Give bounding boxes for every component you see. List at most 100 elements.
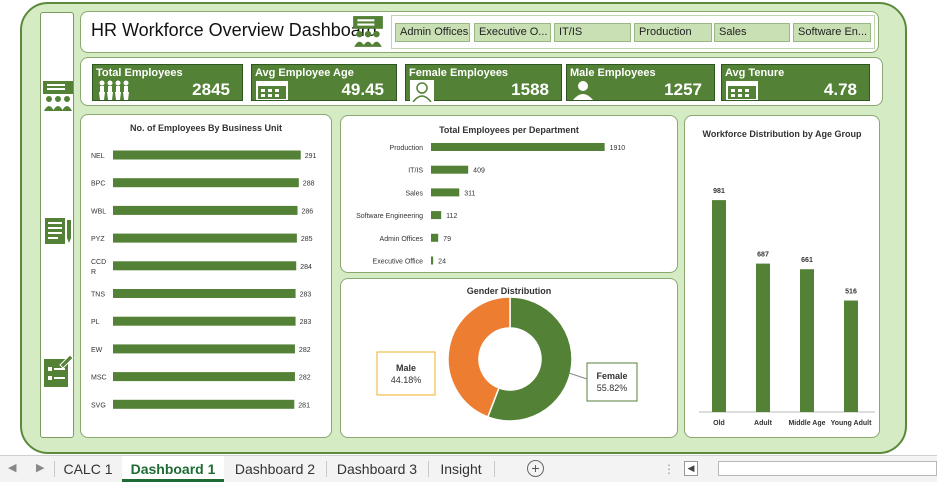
data-label: 661 <box>801 257 813 264</box>
department-chart-card: Total Employees per Department Productio… <box>340 115 678 273</box>
category-label: SVG <box>91 402 106 409</box>
data-label-name: Male <box>396 363 416 373</box>
bar <box>113 289 296 298</box>
kpi-value: 4.78 <box>823 80 857 99</box>
data-label: 1910 <box>610 145 626 152</box>
calendar-grid-icon <box>726 80 758 105</box>
people-presentation-icon <box>351 15 385 54</box>
data-label: 281 <box>298 402 310 409</box>
kpi-value: 49.45 <box>341 80 384 99</box>
document-pen-icon[interactable] <box>42 213 74 249</box>
category-label: EW <box>91 347 103 354</box>
donut-slice <box>447 296 511 418</box>
kpi-avg-employee-age: Avg Employee Age 49.45 <box>251 64 397 101</box>
category-label: R <box>91 269 96 276</box>
people-icon <box>97 80 133 105</box>
business-unit-chart-card: No. of Employees By Business Unit NEL 291… <box>80 114 332 438</box>
data-label: 79 <box>443 236 451 243</box>
data-label: 311 <box>464 190 475 197</box>
chart-title: Gender Distribution <box>466 286 552 296</box>
horizontal-scroll-left-icon[interactable]: ◀ <box>684 461 698 476</box>
kpi-title: Female Employees <box>409 67 509 79</box>
slicer-item-software-engineering[interactable]: Software En... <box>793 23 871 42</box>
bar <box>113 205 298 215</box>
tab-scroll-right-icon[interactable]: ▶ <box>36 462 45 474</box>
bar <box>756 263 770 412</box>
category-label: Sales <box>405 190 423 197</box>
tab-dashboard-3[interactable]: Dashboard 3 <box>336 461 418 477</box>
data-label: 687 <box>757 252 769 259</box>
bar <box>113 399 295 409</box>
category-label: Adult <box>754 420 773 427</box>
data-label: 112 <box>446 213 457 220</box>
tab-insight[interactable]: Insight <box>440 461 482 477</box>
slicer-item-executive-office[interactable]: Executive O... <box>474 23 551 42</box>
data-label: 286 <box>302 208 314 215</box>
bar <box>113 316 296 326</box>
category-label: Admin Offices <box>380 236 424 243</box>
add-sheet-icon[interactable]: + <box>527 460 544 477</box>
more-options-icon[interactable]: ⋮ <box>663 462 675 476</box>
category-label: Production <box>390 145 424 152</box>
chart-title: No. of Employees By Business Unit <box>129 123 283 133</box>
bar <box>844 300 858 412</box>
gender-chart-card: Gender Distribution Male 44.18% Female 55.8… <box>340 278 678 438</box>
category-label: BPC <box>91 181 105 188</box>
bar <box>113 261 297 271</box>
bar <box>113 178 299 188</box>
department-slicer: Admin Offices Executive O... IT/IS Produ… <box>391 15 875 49</box>
data-label-value: 44.18% <box>391 375 422 385</box>
chart-title: Workforce Distribution by Age Group <box>702 129 862 139</box>
tab-calc-1[interactable]: CALC 1 <box>63 461 113 477</box>
bar <box>113 150 301 160</box>
data-label: 981 <box>713 188 725 195</box>
data-label-box <box>586 362 638 402</box>
bar <box>113 344 295 354</box>
kpi-value: 2845 <box>192 80 230 99</box>
tab-dashboard-1[interactable]: Dashboard 1 <box>122 456 224 482</box>
kpi-avg-tenure: Avg Tenure 4.78 <box>721 64 870 101</box>
bar <box>800 269 814 412</box>
data-label: 285 <box>301 236 313 243</box>
slicer-item-production[interactable]: Production <box>634 23 712 42</box>
header-card: HR Workforce Overview Dashboard Admin Of… <box>80 11 879 53</box>
category-label: Middle Age <box>788 420 825 427</box>
data-label: 409 <box>473 168 485 175</box>
slicer-item-sales[interactable]: Sales <box>714 23 790 42</box>
bar <box>431 143 605 151</box>
data-label: 282 <box>299 375 311 382</box>
data-label: 288 <box>303 181 315 188</box>
category-label: PL <box>91 319 100 326</box>
people-presentation-icon[interactable] <box>42 79 74 115</box>
donut-slice <box>486 296 573 422</box>
data-label: 516 <box>845 289 857 296</box>
category-label: MSC <box>91 375 107 382</box>
bar <box>113 233 297 243</box>
category-label: CCD <box>91 259 106 266</box>
tab-dashboard-2[interactable]: Dashboard 2 <box>234 461 316 477</box>
age-group-bar-chart: 981 Old 687 Adult 661 Middle Age 516 Young Adul… <box>699 188 875 427</box>
category-label: Young Adult <box>831 420 872 427</box>
tab-scroll-left-icon[interactable]: ◀ <box>8 462 17 474</box>
department-bar-chart: Production 1910 IT/IS 409 Sales 311 Software E… <box>356 143 626 266</box>
kpi-title: Avg Tenure <box>725 67 785 79</box>
sidebar <box>40 12 74 438</box>
slicer-item-admin-offices[interactable]: Admin Offices <box>395 23 470 42</box>
chart-title: Total Employees per Department <box>439 125 579 135</box>
data-label-box <box>376 351 436 396</box>
category-label: TNS <box>91 292 105 299</box>
male-user-icon <box>571 80 595 105</box>
horizontal-scrollbar[interactable] <box>718 461 937 476</box>
slicer-item-it-is[interactable]: IT/IS <box>554 23 631 42</box>
data-label: 283 <box>300 319 312 326</box>
checklist-pen-icon[interactable] <box>42 353 74 389</box>
category-label: Software Engineering <box>356 213 423 220</box>
kpi-row: Total Employees 2845 Avg Employee Age 49… <box>80 57 883 106</box>
kpi-title: Male Employees <box>570 67 656 79</box>
data-label-name: Female <box>596 371 627 381</box>
kpi-value: 1588 <box>511 80 549 99</box>
tab-separator <box>428 461 429 477</box>
category-label: Old <box>713 420 725 427</box>
tab-separator <box>54 461 55 477</box>
data-label: 283 <box>300 292 312 299</box>
